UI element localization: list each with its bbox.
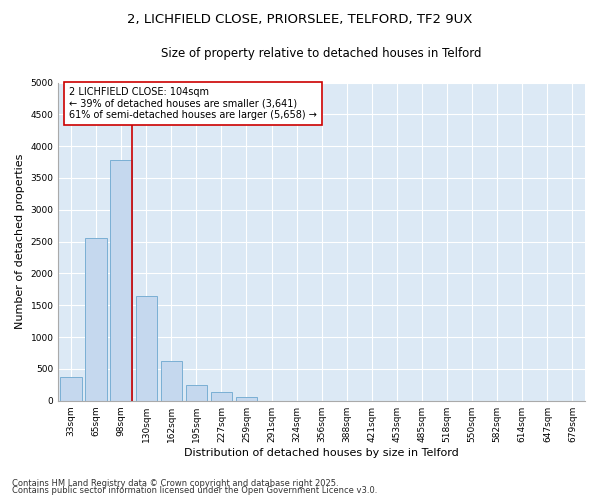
Bar xyxy=(211,392,232,400)
Bar xyxy=(161,362,182,401)
Text: Contains public sector information licensed under the Open Government Licence v3: Contains public sector information licen… xyxy=(12,486,377,495)
Bar xyxy=(85,238,107,400)
Title: Size of property relative to detached houses in Telford: Size of property relative to detached ho… xyxy=(161,48,482,60)
Text: 2, LICHFIELD CLOSE, PRIORSLEE, TELFORD, TF2 9UX: 2, LICHFIELD CLOSE, PRIORSLEE, TELFORD, … xyxy=(127,12,473,26)
Bar xyxy=(60,376,82,400)
X-axis label: Distribution of detached houses by size in Telford: Distribution of detached houses by size … xyxy=(184,448,459,458)
Y-axis label: Number of detached properties: Number of detached properties xyxy=(15,154,25,330)
Text: 2 LICHFIELD CLOSE: 104sqm
← 39% of detached houses are smaller (3,641)
61% of se: 2 LICHFIELD CLOSE: 104sqm ← 39% of detac… xyxy=(69,88,317,120)
Bar xyxy=(236,397,257,400)
Bar xyxy=(185,385,207,400)
Text: Contains HM Land Registry data © Crown copyright and database right 2025.: Contains HM Land Registry data © Crown c… xyxy=(12,478,338,488)
Bar xyxy=(136,296,157,401)
Bar xyxy=(110,160,132,400)
